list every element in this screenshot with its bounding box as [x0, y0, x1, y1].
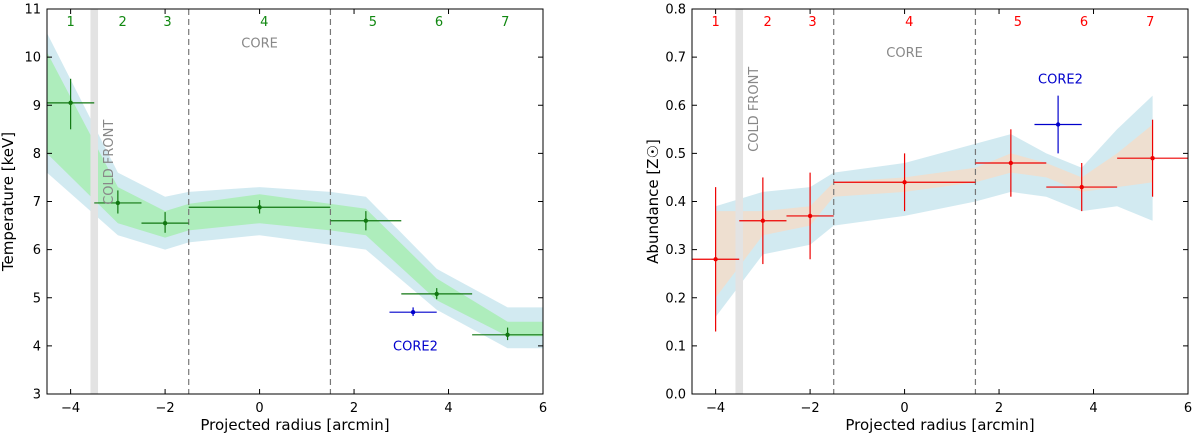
y-tick-label: 0.0	[665, 388, 686, 403]
data-point	[410, 309, 416, 315]
region-number: 3	[163, 15, 171, 30]
data-point	[257, 205, 262, 210]
series-regions	[47, 78, 543, 341]
core2-annotation: CORE2	[393, 340, 438, 355]
y-tick-label: 0.8	[665, 3, 686, 18]
y-tick-label: 9	[33, 99, 41, 114]
y-tick-label: 0.1	[665, 339, 686, 354]
region-number: 6	[1080, 15, 1088, 30]
cold-front-band	[735, 9, 744, 394]
region-number: 2	[118, 15, 126, 30]
region-number: 4	[260, 15, 268, 30]
x-tick-label: 0	[900, 401, 908, 416]
region-number: 5	[1014, 15, 1022, 30]
y-axis-label: Abundance [Z☉]	[644, 139, 662, 264]
y-tick-label: 0.5	[665, 147, 686, 162]
region-number: 7	[1146, 15, 1154, 30]
band-inner	[47, 52, 543, 337]
x-tick-label: −4	[61, 401, 80, 416]
core-annotation: CORE	[241, 37, 278, 52]
data-point	[1008, 160, 1014, 166]
data-point	[434, 291, 439, 297]
band-inner	[715, 124, 1153, 298]
core-annotation: CORE	[886, 46, 923, 61]
y-tick-label: 0.3	[665, 243, 686, 258]
abundance-panel: −4 −2 0 2 4 6 0.0 0.1 0.2 0.3 0.4 0.5 0.6 0.7 0.8 Proje…	[644, 3, 1192, 435]
region-number: 1	[711, 15, 719, 30]
data-point	[807, 213, 813, 219]
y-tick-label: 6	[33, 243, 41, 258]
plot-area	[47, 9, 543, 394]
cold-front-band	[90, 9, 99, 394]
core2-annotation: CORE2	[1038, 73, 1083, 88]
x-axis-label: Projected radius [arcmin]	[200, 416, 389, 434]
x-tick-label: 4	[1089, 401, 1097, 416]
data-point	[162, 220, 168, 226]
x-tick-label: 4	[444, 401, 452, 416]
y-tick-label: 4	[33, 339, 41, 354]
region-number: 4	[905, 15, 913, 30]
region-number: 7	[501, 15, 509, 30]
region-number: 5	[369, 15, 377, 30]
y-tick-label: 5	[33, 291, 41, 306]
x-tick-label: 2	[995, 401, 1003, 416]
cold-front-annotation: COLD FRONT	[102, 120, 117, 205]
x-tick-label: −4	[706, 401, 725, 416]
y-tick-label: 11	[24, 3, 41, 18]
y-tick-label: 0.6	[665, 99, 686, 114]
data-point	[902, 180, 907, 185]
series-core2	[389, 307, 437, 317]
x-tick-label: −2	[801, 401, 820, 416]
data-point	[1079, 184, 1084, 190]
plot-area	[692, 9, 1188, 394]
temperature-panel: −4 −2 0 2 4 6 3 4 5 6 7 8 9 10 11 Projected radius [arc…	[0, 3, 547, 435]
region-number: 6	[435, 15, 443, 30]
y-tick-label: 0.7	[665, 51, 686, 66]
y-axis-label: Temperature [keV]	[0, 132, 17, 272]
data-point	[505, 332, 510, 338]
y-tick-label: 0.2	[665, 291, 686, 306]
data-point	[115, 200, 121, 206]
data-point	[760, 218, 766, 223]
region-number: 2	[763, 15, 771, 30]
x-tick-label: 0	[255, 401, 263, 416]
x-axis-label: Projected radius [arcmin]	[845, 416, 1034, 434]
region-number: 3	[808, 15, 816, 30]
series-core2	[1034, 95, 1082, 154]
y-tick-label: 0.4	[665, 195, 686, 210]
data-point	[1150, 155, 1155, 161]
data-point	[68, 100, 73, 106]
data-point	[363, 218, 369, 223]
y-tick-label: 8	[33, 147, 41, 162]
x-tick-label: 6	[1184, 401, 1192, 416]
cold-front-annotation: COLD FRONT	[747, 67, 762, 152]
region-number: 1	[66, 15, 74, 30]
y-tick-label: 7	[33, 195, 41, 210]
data-point	[1055, 122, 1061, 127]
data-point	[713, 257, 718, 262]
y-tick-label: 10	[24, 51, 41, 66]
band-outer	[715, 95, 1153, 317]
x-tick-label: 2	[350, 401, 358, 416]
x-tick-label: 6	[539, 401, 547, 416]
series-regions	[692, 119, 1188, 332]
y-tick-label: 3	[33, 388, 41, 403]
x-tick-label: −2	[156, 401, 175, 416]
